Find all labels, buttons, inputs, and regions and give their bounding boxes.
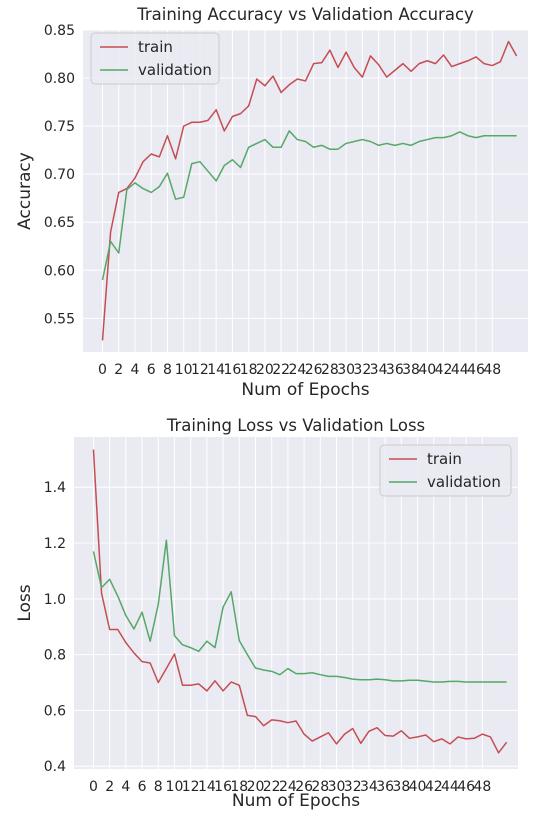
y-tick-label: 0.8 bbox=[44, 648, 66, 664]
x-tick-label: 6 bbox=[138, 779, 147, 795]
x-tick-label: 14 bbox=[198, 779, 216, 795]
legend-label-validation: validation bbox=[427, 473, 501, 491]
legend-label-validation: validation bbox=[138, 61, 212, 79]
legend-frame bbox=[379, 444, 512, 497]
x-tick-label: 2 bbox=[114, 362, 123, 378]
x-tick-label: 46 bbox=[457, 779, 475, 795]
x-tick-label: 48 bbox=[483, 362, 501, 378]
x-tick-label: 16 bbox=[224, 362, 242, 378]
x-tick-label: 22 bbox=[272, 362, 290, 378]
x-tick-label: 12 bbox=[191, 362, 209, 378]
x-tick-label: 2 bbox=[105, 779, 114, 795]
y-axis-label: Loss bbox=[15, 584, 35, 621]
chart-1: 0.550.600.650.700.750.800.850 2 4 6 8 1012141… bbox=[15, 5, 528, 400]
y-tick-label: 1.2 bbox=[44, 536, 66, 552]
x-tick-label: 20 bbox=[256, 362, 274, 378]
series-line-validation bbox=[92, 539, 507, 683]
y-tick-label: 0.65 bbox=[44, 215, 75, 231]
y-axis-label: Accuracy bbox=[15, 152, 35, 230]
x-tick-label: 8 bbox=[163, 362, 172, 378]
y-tick-label: 0.85 bbox=[44, 23, 75, 39]
x-tick-label: 22 bbox=[263, 779, 281, 795]
x-tick-label: 0 bbox=[89, 779, 98, 795]
x-tick-label: 8 bbox=[154, 779, 163, 795]
y-tick-label: 0.55 bbox=[44, 311, 75, 327]
x-tick-label: 24 bbox=[288, 362, 306, 378]
x-tick-label: 32 bbox=[353, 362, 371, 378]
x-tick-label: 34 bbox=[360, 779, 378, 795]
x-tick-label: 36 bbox=[386, 362, 404, 378]
y-tick-label: 0.6 bbox=[44, 703, 66, 719]
x-tick-label: 44 bbox=[451, 362, 469, 378]
x-tick-label: 40 bbox=[418, 362, 436, 378]
x-tick-label: 12 bbox=[182, 779, 200, 795]
x-axis-label: Num of Epochs bbox=[232, 791, 360, 811]
legend: train validation bbox=[90, 32, 220, 85]
series-line-train bbox=[92, 449, 508, 754]
series-line-train bbox=[101, 40, 518, 341]
x-tick-label: 0 bbox=[98, 362, 107, 378]
x-tick-label: 26 bbox=[305, 362, 323, 378]
x-tick-label: 38 bbox=[402, 362, 420, 378]
x-tick-label: 16 bbox=[214, 779, 232, 795]
legend-label-train: train bbox=[427, 450, 462, 468]
y-tick-label: 1.4 bbox=[44, 480, 66, 496]
y-tick-label: 0.80 bbox=[44, 71, 75, 87]
x-tick-label: 4 bbox=[121, 779, 130, 795]
x-tick-label: 30 bbox=[328, 779, 346, 795]
y-tick-label: 1.0 bbox=[44, 592, 66, 608]
x-tick-label: 10 bbox=[166, 779, 184, 795]
x-tick-label: 6 bbox=[147, 362, 156, 378]
x-tick-label: 30 bbox=[337, 362, 355, 378]
x-tick-label: 28 bbox=[311, 779, 329, 795]
legend-label-train: train bbox=[138, 38, 173, 56]
x-tick-label: 40 bbox=[409, 779, 427, 795]
x-tick-label: 32 bbox=[344, 779, 362, 795]
series-line-validation bbox=[101, 130, 517, 281]
chart-2: 0.40.60.81.01.21.40 2 4 6 8 10121416182022242… bbox=[15, 416, 518, 811]
x-tick-label: 44 bbox=[441, 779, 459, 795]
x-tick-label: 20 bbox=[247, 779, 265, 795]
x-tick-label: 14 bbox=[207, 362, 225, 378]
x-tick-label: 42 bbox=[435, 362, 453, 378]
y-tick-label: 0.70 bbox=[44, 167, 75, 183]
x-tick-label: 46 bbox=[467, 362, 485, 378]
x-tick-label: 24 bbox=[279, 779, 297, 795]
x-tick-label: 38 bbox=[392, 779, 410, 795]
chart-title: Training Accuracy vs Validation Accuracy bbox=[136, 5, 474, 24]
legend-frame bbox=[90, 32, 220, 85]
x-tick-label: 4 bbox=[131, 362, 140, 378]
legend: train validation bbox=[379, 444, 512, 497]
x-tick-label: 18 bbox=[240, 362, 258, 378]
x-tick-label: 34 bbox=[370, 362, 388, 378]
x-axis-label: Num of Epochs bbox=[241, 380, 369, 400]
x-tick-label: 18 bbox=[230, 779, 248, 795]
chart-title: Training Loss vs Validation Loss bbox=[166, 416, 425, 435]
x-tick-label: 10 bbox=[175, 362, 193, 378]
y-tick-label: 0.4 bbox=[44, 759, 66, 775]
x-tick-label: 36 bbox=[376, 779, 394, 795]
x-tick-label: 26 bbox=[295, 779, 313, 795]
x-tick-label: 28 bbox=[321, 362, 339, 378]
y-tick-label: 0.75 bbox=[44, 119, 75, 135]
y-tick-label: 0.60 bbox=[44, 263, 75, 279]
x-tick-label: 48 bbox=[473, 779, 491, 795]
x-tick-label: 42 bbox=[425, 779, 443, 795]
